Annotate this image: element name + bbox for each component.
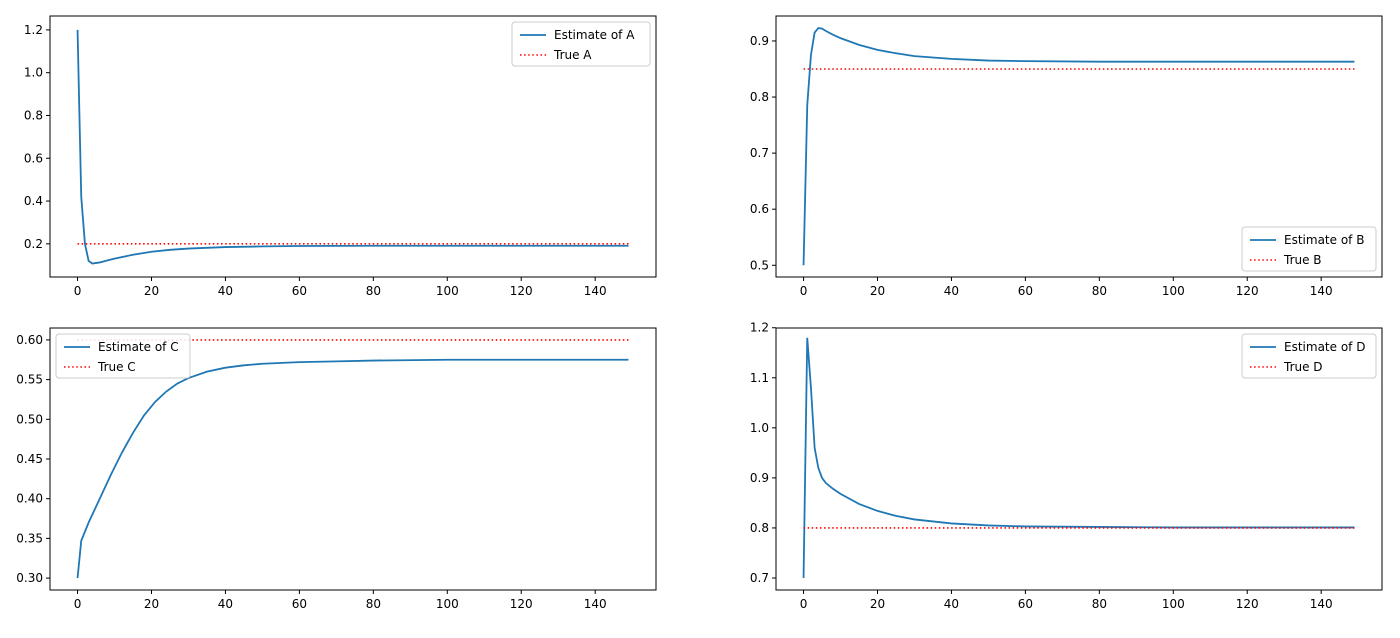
subplot-a: 0 20 40 60 80 100 120 140 0.2 0.4 0.6 0.8 1.0 1.2 Esti… — [24, 15, 657, 298]
x-tick-label: 120 — [510, 284, 533, 298]
legend-box — [511, 21, 651, 67]
y-tick-label: 0.7 — [750, 571, 769, 585]
x-tick-label: 40 — [218, 284, 233, 298]
y-tick-label: 0.5 — [750, 258, 769, 272]
y-tick-label: 0.30 — [16, 571, 43, 585]
x-tick-label: 60 — [1018, 284, 1033, 298]
y-tick-label: 1.0 — [24, 66, 43, 80]
legend-label: Estimate of C — [98, 340, 179, 354]
x-tick-label: 140 — [584, 597, 607, 611]
x-tick-label: 20 — [144, 597, 159, 611]
y-tick-label: 0.55 — [16, 373, 43, 387]
axes-frame — [49, 15, 657, 278]
y-tick-label: 1.2 — [24, 23, 43, 37]
legend-label: True B — [1283, 253, 1322, 267]
y-tick-label: 0.4 — [24, 194, 43, 208]
x-tick-label: 80 — [366, 597, 381, 611]
legend-label: True A — [553, 48, 592, 62]
y-tick-label: 0.8 — [24, 108, 43, 122]
y-tick-label: 0.60 — [16, 333, 43, 347]
x-tick-label: 140 — [1310, 597, 1333, 611]
legend-label: Estimate of B — [1284, 233, 1364, 247]
x-tick-label: 140 — [584, 284, 607, 298]
x-tick-label: 0 — [800, 284, 808, 298]
x-tick-label: 100 — [1162, 597, 1185, 611]
legend-label: True C — [97, 360, 136, 374]
legend-label: Estimate of D — [1284, 340, 1365, 354]
y-tick-label: 0.40 — [16, 492, 43, 506]
subplot-b: 0 20 40 60 80 100 120 140 0.5 0.6 0.7 0.8 0.9 Estimat… — [750, 15, 1383, 298]
x-tick-label: 120 — [510, 597, 533, 611]
y-tick-label: 0.9 — [750, 34, 769, 48]
y-tick-label: 1.2 — [750, 321, 769, 335]
legend: Estimate of C True C — [55, 333, 191, 379]
estimate-line — [802, 337, 1355, 579]
x-tick-label: 20 — [870, 597, 885, 611]
legend: Estimate of A True A — [511, 21, 651, 67]
x-tick-label: 40 — [944, 284, 959, 298]
subplot-d: 0 20 40 60 80 100 120 140 0.7 0.8 0.9 1.0 1.1 1.2 Esti… — [750, 321, 1383, 611]
x-tick-label: 80 — [366, 284, 381, 298]
legend-label: True D — [1283, 360, 1323, 374]
legend: Estimate of D True D — [1241, 333, 1377, 379]
axes-frame — [775, 15, 1383, 278]
x-tick-label: 120 — [1236, 284, 1259, 298]
x-tick-label: 80 — [1092, 597, 1107, 611]
y-tick-label: 0.35 — [16, 531, 43, 545]
x-tick-label: 0 — [74, 597, 82, 611]
y-tick-label: 0.7 — [750, 146, 769, 160]
y-tick-label: 1.0 — [750, 421, 769, 435]
axes-frame — [775, 327, 1383, 591]
x-tick-label: 100 — [436, 597, 459, 611]
y-tick-label: 0.6 — [24, 151, 43, 165]
x-tick-label: 60 — [292, 284, 307, 298]
x-tick-label: 40 — [218, 597, 233, 611]
y-tick-label: 0.2 — [24, 237, 43, 251]
x-tick-label: 60 — [292, 597, 307, 611]
y-tick-label: 0.45 — [16, 452, 43, 466]
y-tick-label: 0.8 — [750, 90, 769, 104]
y-tick-label: 1.1 — [750, 371, 769, 385]
x-tick-label: 140 — [1310, 284, 1333, 298]
y-tick-label: 0.50 — [16, 412, 43, 426]
estimate-line — [76, 358, 629, 579]
x-tick-label: 80 — [1092, 284, 1107, 298]
x-tick-label: 100 — [1162, 284, 1185, 298]
estimate-line — [802, 27, 1355, 266]
x-tick-label: 60 — [1018, 597, 1033, 611]
y-tick-label: 0.6 — [750, 202, 769, 216]
x-tick-label: 120 — [1236, 597, 1259, 611]
x-tick-label: 0 — [74, 284, 82, 298]
x-tick-label: 20 — [144, 284, 159, 298]
x-tick-label: 40 — [944, 597, 959, 611]
x-tick-label: 100 — [436, 284, 459, 298]
legend: Estimate of B True B — [1241, 226, 1377, 272]
x-tick-label: 0 — [800, 597, 808, 611]
x-tick-label: 20 — [870, 284, 885, 298]
y-tick-label: 0.8 — [750, 521, 769, 535]
y-tick-label: 0.9 — [750, 471, 769, 485]
subplot-c: 0 20 40 60 80 100 120 140 0.30 0.35 0.40 0.45 0.50 0.… — [16, 327, 657, 611]
legend-label: Estimate of A — [554, 28, 635, 42]
estimate-line — [76, 29, 629, 265]
